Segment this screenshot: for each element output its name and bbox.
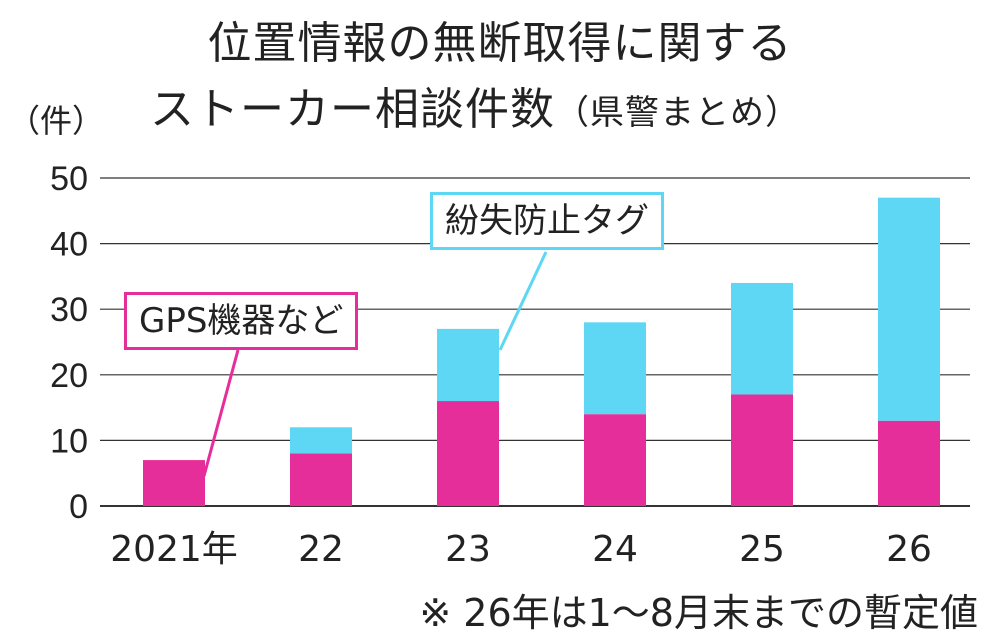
chart-title-line2: ストーカー相談件数（県警まとめ） <box>150 88 800 132</box>
callout-lost-tag-leader <box>498 251 548 351</box>
callout-lost-tag: 紛失防止タグ <box>430 192 664 250</box>
x-tick-label: 24 <box>592 529 638 570</box>
y-tick-label: 30 <box>50 291 88 329</box>
y-tick-label: 40 <box>50 226 88 264</box>
y-tick-label: 20 <box>50 357 88 395</box>
bar-segment <box>290 427 352 454</box>
y-tick-label: 10 <box>50 422 88 460</box>
x-tick-label: 26 <box>886 529 932 570</box>
x-tick-label: 22 <box>298 529 344 570</box>
x-tick-label: 23 <box>445 529 491 570</box>
bar-segment <box>437 328 499 402</box>
chart-title-main: ストーカー相談件数 <box>150 84 555 135</box>
chart-title-source: （県警まとめ） <box>555 93 800 133</box>
bar-segment <box>143 460 205 506</box>
footnote: ※ 26年は1～8月末までの暫定値 <box>419 591 978 635</box>
bar-segment <box>584 322 646 415</box>
y-tick-label: 50 <box>50 160 88 198</box>
bar-segment <box>731 282 793 395</box>
y-axis-unit-label: （件） <box>8 102 105 140</box>
bar-segment <box>290 453 352 506</box>
x-tick-label: 2021年 <box>110 529 238 570</box>
bar-segment <box>731 394 793 506</box>
chart-title-line1: 位置情報の無断取得に関する <box>207 18 793 69</box>
y-tick-label: 0 <box>69 488 88 526</box>
x-tick-label: 25 <box>739 529 785 570</box>
bar-segment <box>878 197 940 421</box>
bar-segment <box>584 414 646 506</box>
bar-segment <box>437 401 499 506</box>
bar-segment <box>878 420 940 506</box>
callout-gps-leader <box>202 349 240 477</box>
callout-gps: GPS機器など <box>124 292 359 350</box>
